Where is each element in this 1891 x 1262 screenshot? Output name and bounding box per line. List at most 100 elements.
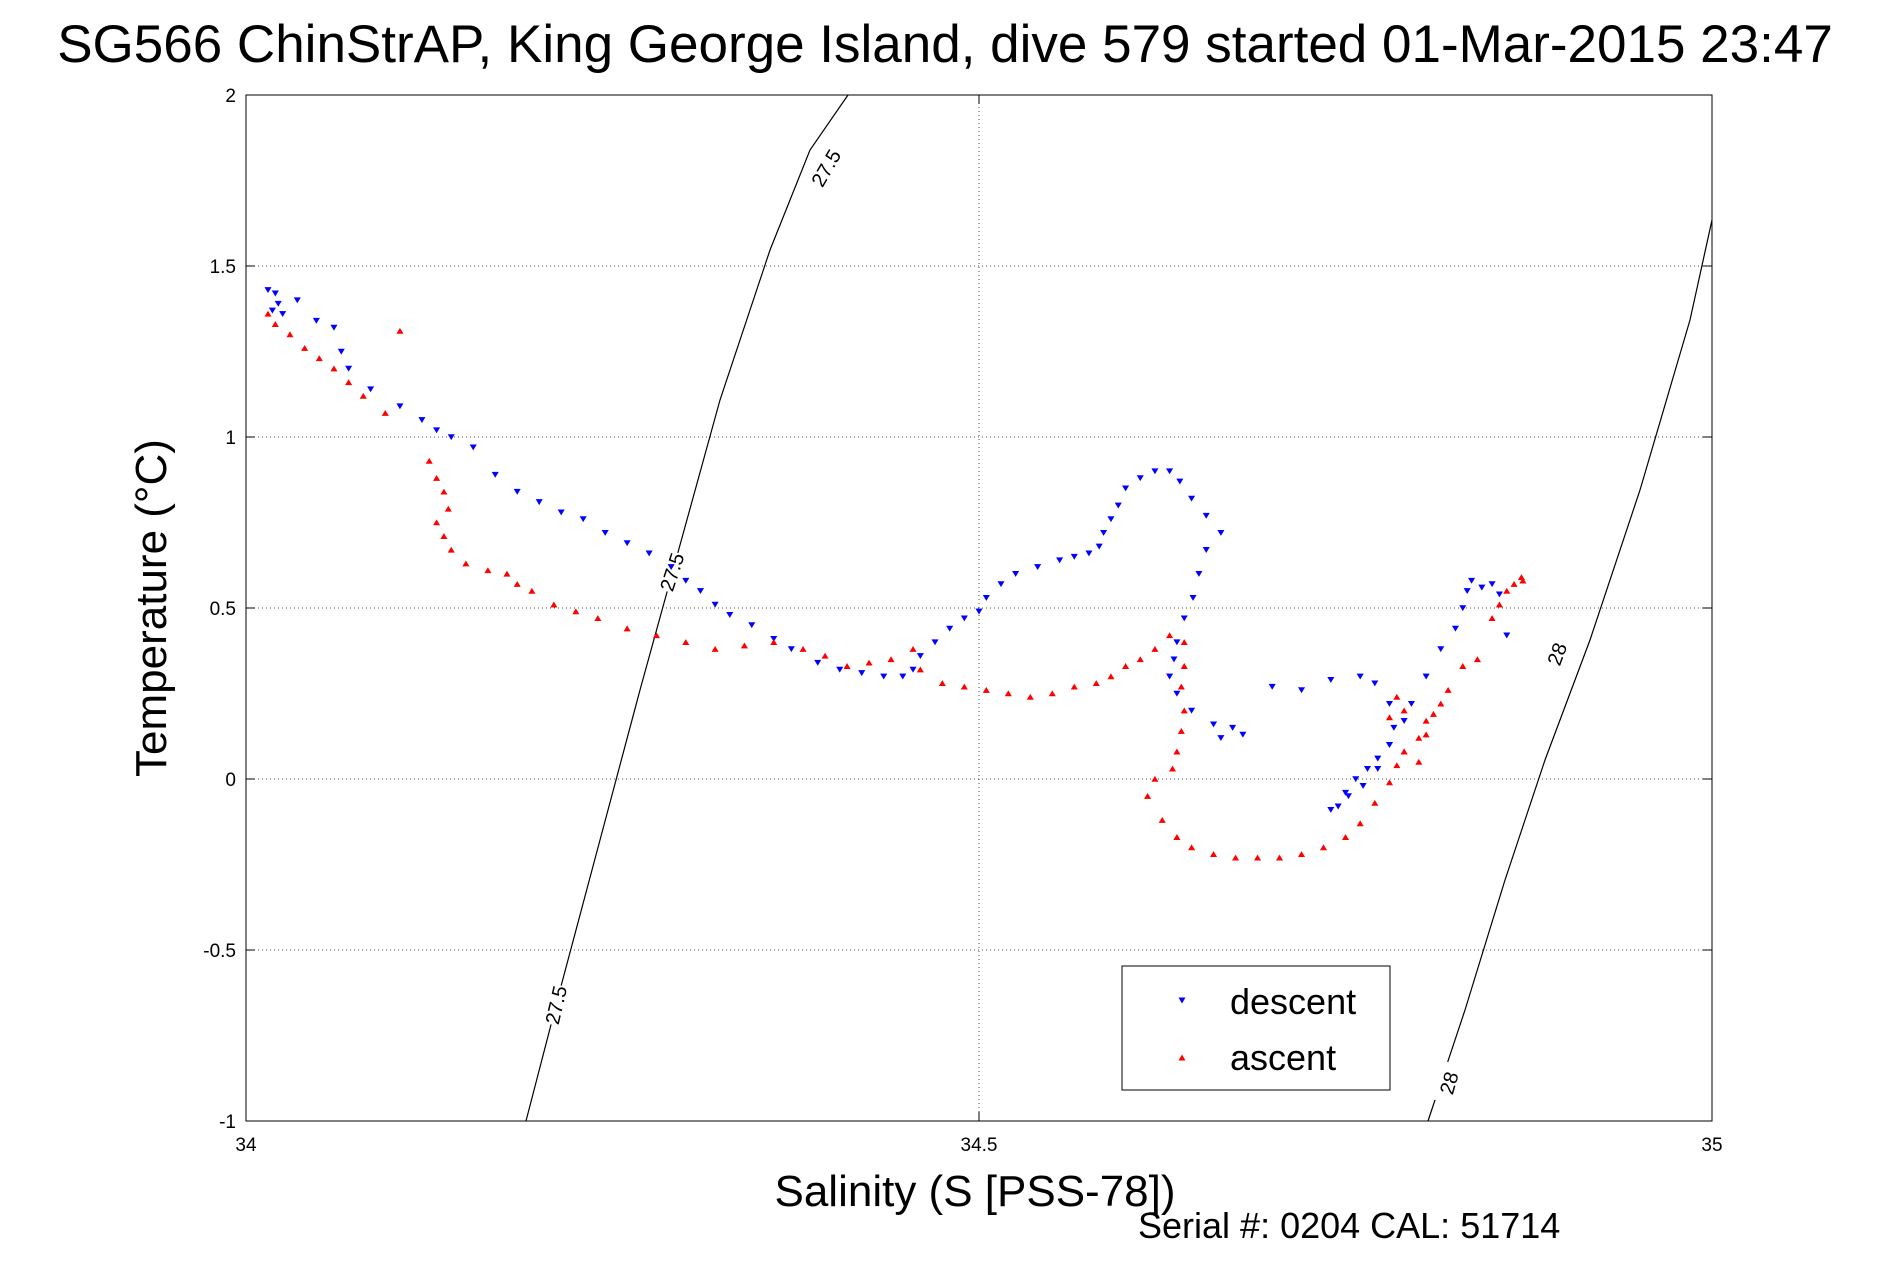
ascent-point	[1415, 734, 1423, 741]
y-tick-label: -0.5	[203, 941, 236, 962]
descent-point	[418, 417, 426, 423]
ascent-point	[1422, 717, 1430, 724]
ascent-point	[1297, 851, 1306, 858]
descent-point	[1495, 591, 1503, 598]
descent-point	[1136, 475, 1144, 482]
legend-box	[1121, 965, 1391, 1091]
isopycnal-label-bg	[540, 983, 572, 1027]
descent-point	[1095, 543, 1103, 550]
descent-point	[1463, 588, 1471, 594]
descent-point	[1195, 571, 1203, 577]
ascent-point	[264, 310, 272, 317]
descent-point	[312, 317, 320, 324]
descent-point	[433, 427, 441, 434]
descent-point	[1034, 564, 1042, 571]
descent-point	[1056, 557, 1064, 564]
descent-point	[268, 307, 276, 314]
ascent-point	[1495, 601, 1503, 608]
descent-point	[1100, 529, 1108, 536]
descent-point	[667, 564, 675, 571]
ascent-point	[1180, 639, 1188, 645]
ascent-point	[1151, 775, 1159, 782]
descent-point	[1151, 468, 1159, 475]
ascent-point	[1385, 714, 1394, 721]
ascent-point	[286, 331, 294, 338]
descent-point	[997, 581, 1005, 588]
ascent-point	[1168, 765, 1177, 772]
ascent-point	[1177, 683, 1185, 690]
ascent-point	[770, 639, 778, 645]
descent-point	[279, 311, 287, 317]
descent-point	[1012, 571, 1020, 577]
ascent-point	[528, 587, 536, 594]
descent-point	[1363, 765, 1372, 772]
ascent-point	[396, 327, 404, 334]
ascent-point	[1400, 748, 1408, 755]
ascent-point	[1429, 710, 1437, 717]
ascent-point	[799, 645, 807, 652]
descent-point	[1334, 803, 1342, 810]
ascent-point	[1444, 686, 1452, 693]
ascent-point	[425, 457, 433, 464]
ascent-point	[711, 645, 719, 652]
ascent-point	[433, 519, 441, 526]
descent-point	[960, 615, 968, 622]
x-axis-label: Salinity (S [PSS-78])	[774, 1167, 1175, 1216]
isopycnal-label-bg	[1432, 1060, 1466, 1106]
descent-point	[1352, 776, 1360, 783]
ascent-point	[1437, 700, 1445, 707]
descent-point	[916, 653, 924, 659]
ascent-point	[960, 683, 968, 690]
ascent-point	[1107, 673, 1115, 680]
ascent-point	[484, 567, 492, 574]
ascent-point	[433, 474, 441, 481]
x-tick-label: 34	[235, 1135, 257, 1156]
y-tick-label: 1.5	[210, 257, 236, 278]
descent-point	[1374, 755, 1382, 762]
descent-point	[1468, 577, 1476, 584]
ascent-point	[682, 639, 690, 645]
descent-point	[396, 403, 404, 410]
descent-point	[946, 625, 954, 632]
descent-point	[748, 622, 756, 629]
descent-point	[1188, 707, 1196, 714]
ascent-point	[821, 652, 829, 659]
ascent-point	[1393, 693, 1401, 700]
descent-point	[770, 635, 778, 642]
descent-point	[1437, 646, 1445, 653]
ascent-point	[887, 656, 895, 663]
ascent-point	[1503, 587, 1511, 594]
descent-point	[1374, 765, 1382, 772]
isopycnal-label: 27.5	[542, 984, 572, 1027]
ascent-point	[938, 680, 946, 687]
ascent-point	[440, 488, 448, 495]
descent-point	[1107, 516, 1115, 523]
isopycnal-label-bg	[655, 549, 689, 595]
descent-point	[1173, 690, 1181, 697]
isopycnal-line	[1427, 219, 1713, 1122]
descent-point	[696, 588, 704, 594]
descent-point	[1170, 656, 1178, 663]
descent-point	[1297, 687, 1306, 694]
ascent-point	[444, 505, 452, 512]
y-tick-label: 2	[225, 86, 236, 107]
ascent-point	[1510, 580, 1518, 587]
ascent-point	[271, 321, 279, 327]
descent-point	[1390, 724, 1398, 731]
ascent-point	[1519, 577, 1527, 584]
isopycnal-line	[525, 94, 849, 1122]
ascent-point	[513, 580, 521, 587]
descent-point	[1451, 625, 1459, 632]
descent-point	[1202, 547, 1210, 553]
y-axis-label: Temperature (°C)	[127, 439, 176, 777]
ascent-point	[623, 625, 631, 632]
descent-point	[1173, 639, 1181, 646]
x-tick-label: 35	[1701, 1135, 1722, 1156]
descent-point	[1371, 680, 1379, 687]
descent-point	[1268, 683, 1276, 690]
ascent-point	[843, 663, 851, 669]
ascent-point	[345, 379, 353, 386]
descent-point	[1229, 724, 1237, 731]
